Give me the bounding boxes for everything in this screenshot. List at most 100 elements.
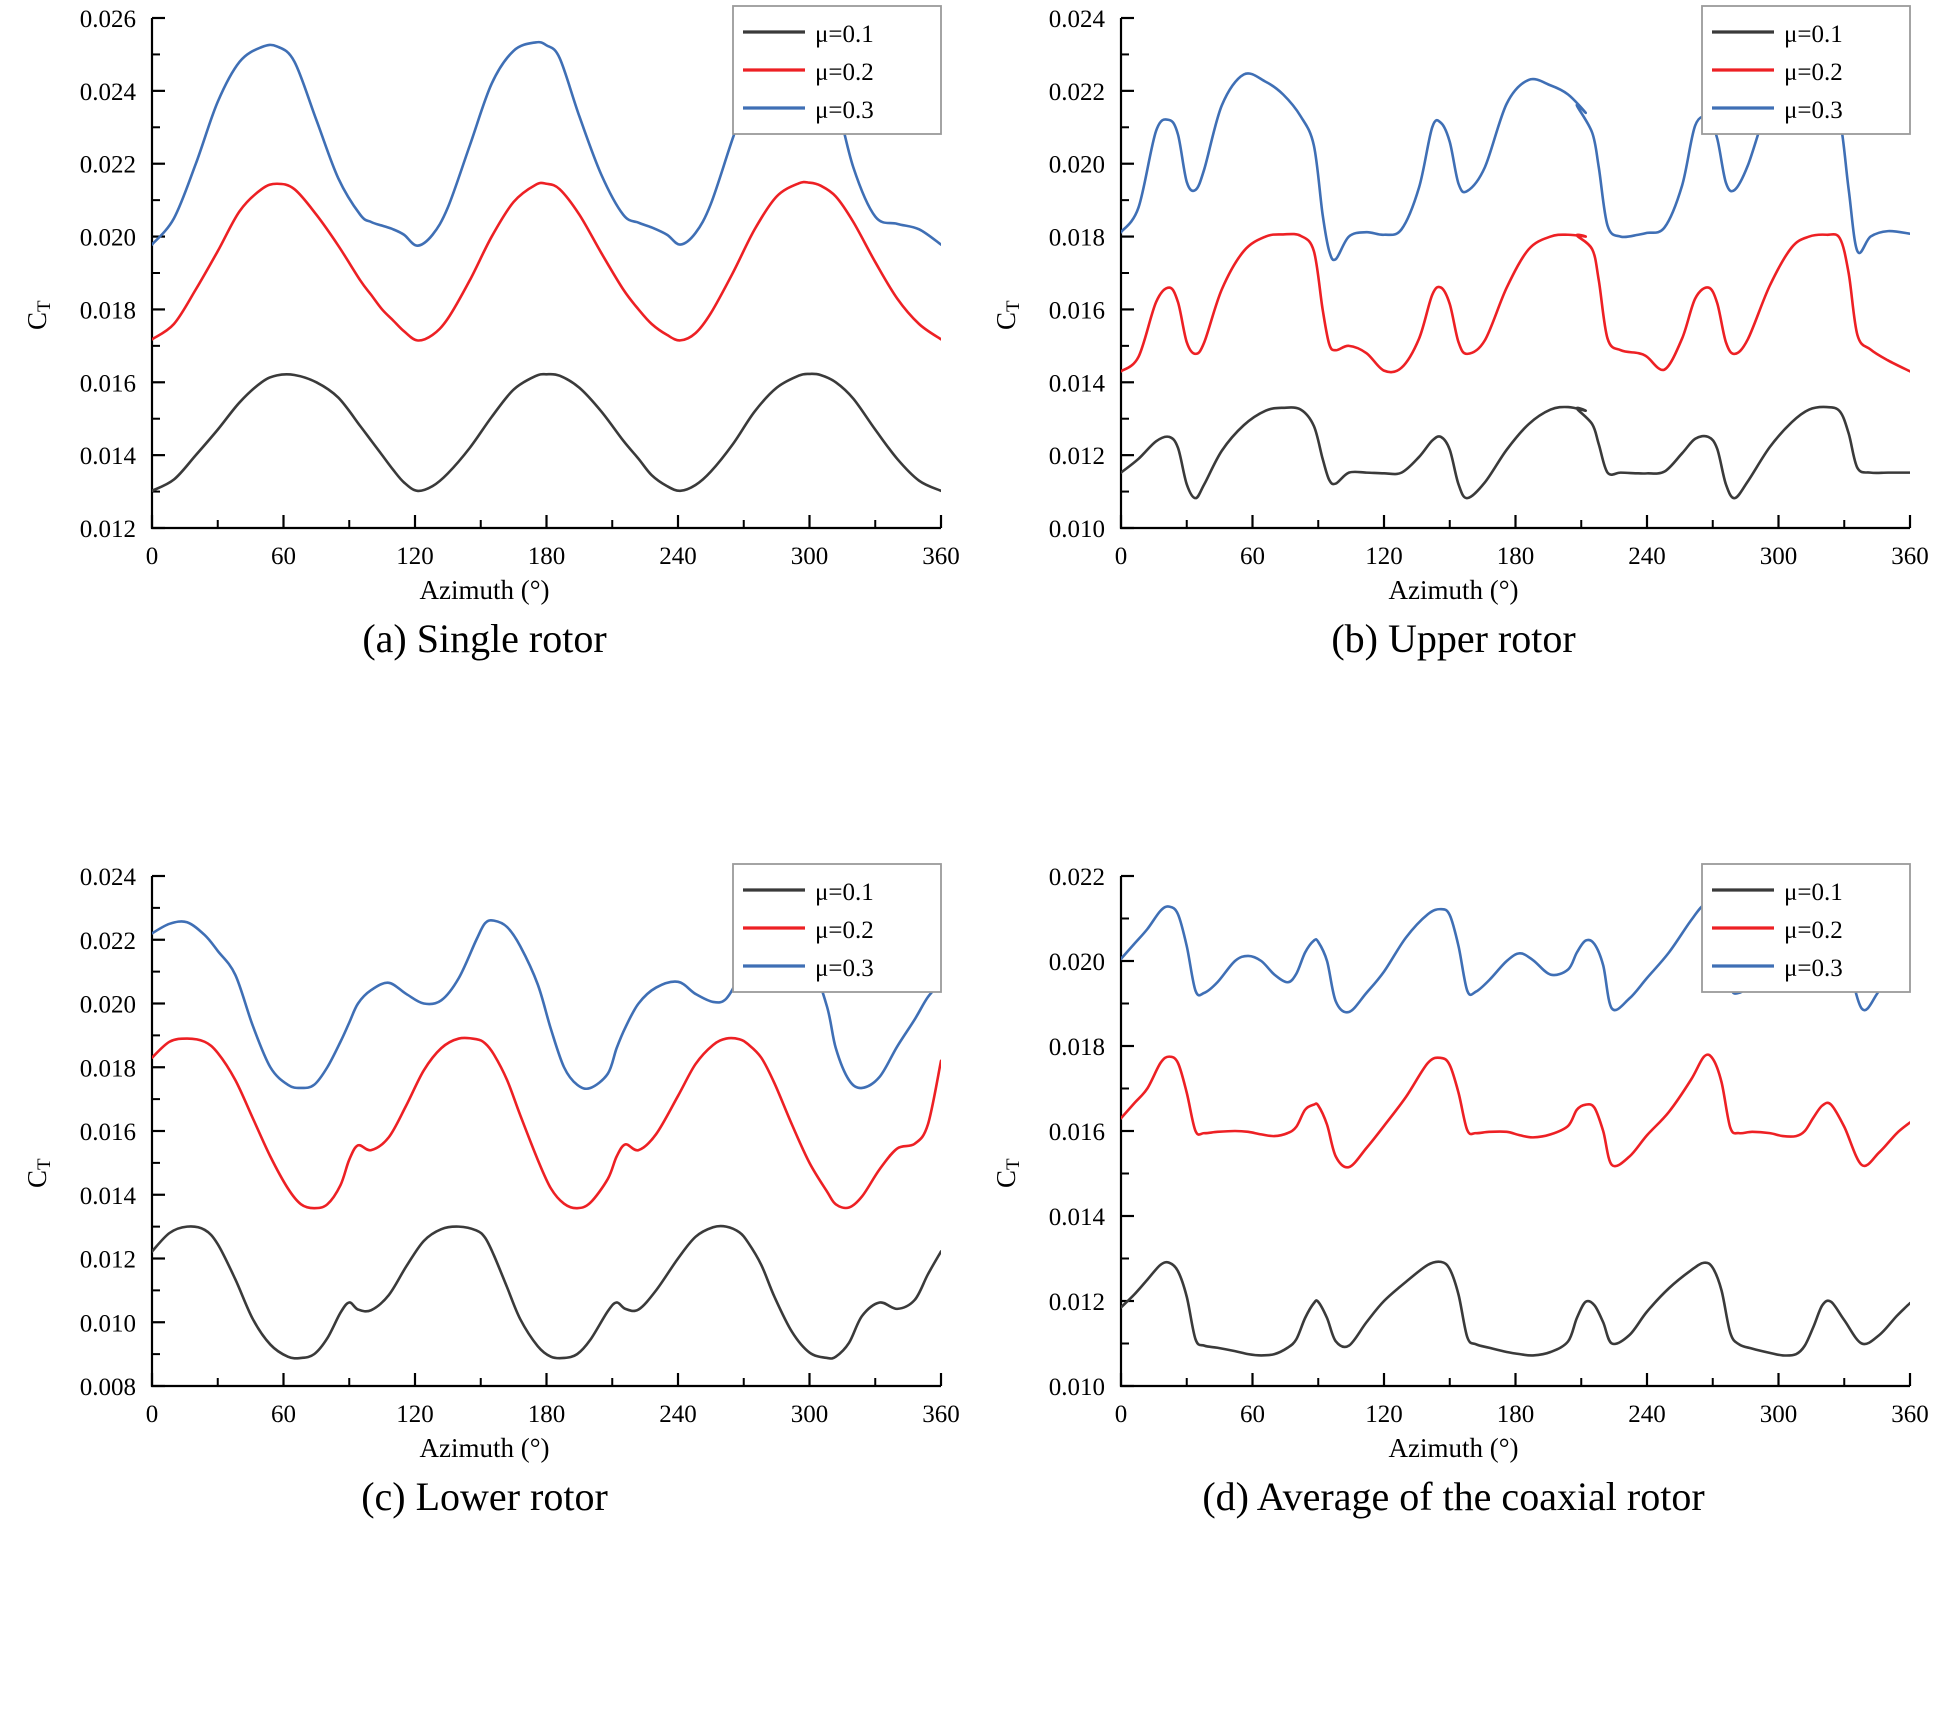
y-tick-label: 0.022 (1049, 864, 1105, 891)
x-tick-label: 0 (1115, 1401, 1128, 1428)
series-line-μ01 (1121, 405, 1910, 500)
legend: μ=0.1 μ=0.2 μ=0.3 (1701, 863, 1911, 993)
y-tick-label: 0.022 (1049, 79, 1105, 106)
panel-d-plot: 0.010 0.012 0.014 0.016 0.018 0.020 0.022 0 60 12… (969, 858, 1938, 1558)
panel-c-plot: 0.008 0.010 0.012 0.014 0.016 0.018 0.020 0.022… (0, 858, 969, 1558)
y-tick-label: 0.024 (80, 864, 137, 891)
panel-a-svg-holder: 0.012 0.014 0.016 0.018 0.020 0.022 0.024 0.026… (0, 0, 969, 700)
panel-c-y-axis-label: CT (22, 1158, 56, 1188)
y-tick-label: 0.016 (1049, 297, 1105, 324)
legend: μ=0.1 μ=0.2 μ=0.3 (732, 863, 942, 993)
legend-label: μ=0.3 (1784, 955, 1843, 982)
y-tick-label: 0.012 (80, 1247, 136, 1274)
legend-label: μ=0.2 (1784, 917, 1843, 944)
x-tick-label: 180 (1497, 1401, 1535, 1428)
x-tick-label: 0 (1115, 543, 1128, 570)
y-tick-label: 0.012 (80, 516, 136, 543)
panel-b-x-axis-label: Azimuth (°) (1388, 575, 1519, 605)
panel-b-plot: 0.010 0.012 0.014 0.016 0.018 0.020 0.022 0.024… (969, 0, 1938, 700)
y-tick-label: 0.010 (1049, 1374, 1105, 1401)
x-tick-label: 360 (922, 1401, 960, 1428)
legend-label: μ=0.2 (815, 59, 874, 86)
x-tick-label: 180 (1497, 543, 1535, 570)
y-tick-label: 0.020 (80, 992, 136, 1019)
x-tick-label: 60 (271, 1401, 296, 1428)
panel-a-y-axis-label: CT (22, 300, 56, 330)
x-tick-label: 360 (922, 543, 960, 570)
legend-label: μ=0.3 (815, 955, 874, 982)
y-tick-label: 0.024 (1049, 6, 1106, 33)
y-tick-label: 0.014 (1049, 370, 1106, 397)
x-tick-label: 360 (1891, 543, 1929, 570)
panel-a-x-axis-label: Azimuth (°) (419, 575, 550, 605)
x-tick-label: 300 (791, 543, 829, 570)
y-tick-label: 0.018 (80, 297, 136, 324)
series-line-μ02 (152, 180, 941, 342)
y-tick-label: 0.020 (1049, 949, 1105, 976)
y-tick-label: 0.022 (80, 152, 136, 179)
y-tick-label: 0.018 (1049, 225, 1105, 252)
panel-d-svg-holder: 0.010 0.012 0.014 0.016 0.018 0.020 0.022 0 60 12… (969, 858, 1938, 1558)
series-line-μ02 (1121, 232, 1910, 374)
y-tick-label: 0.018 (1049, 1034, 1105, 1061)
x-tick-label: 240 (1628, 1401, 1666, 1428)
x-tick-label: 120 (396, 543, 434, 570)
panel-b: 0.010 0.012 0.014 0.016 0.018 0.020 0.022 0.024… (969, 0, 1938, 858)
legend-label: μ=0.3 (1784, 97, 1843, 124)
panel-c-svg-holder: 0.008 0.010 0.012 0.014 0.016 0.018 0.020 0.022… (0, 858, 969, 1558)
series-line-μ02 (1121, 1053, 1910, 1169)
x-tick-label: 120 (396, 1401, 434, 1428)
y-tick-label: 0.020 (80, 225, 136, 252)
y-tick-label: 0.014 (80, 443, 137, 470)
legend: μ=0.1 μ=0.2 μ=0.3 (1701, 5, 1911, 135)
panel-d-y-axis-label: CT (991, 1158, 1025, 1188)
x-tick-label: 60 (1240, 1401, 1265, 1428)
legend-label: μ=0.3 (815, 97, 874, 124)
legend-label: μ=0.1 (815, 879, 874, 906)
panel-a: 0.012 0.014 0.016 0.018 0.020 0.022 0.024 0.026… (0, 0, 969, 858)
x-tick-label: 120 (1365, 1401, 1403, 1428)
panel-b-y-axis-label: CT (991, 300, 1025, 330)
y-tick-label: 0.010 (1049, 516, 1105, 543)
legend-label: μ=0.1 (1784, 21, 1843, 48)
x-tick-label: 360 (1891, 1401, 1929, 1428)
series-line-μ01 (1121, 1260, 1910, 1357)
y-tick-label: 0.016 (80, 1119, 136, 1146)
y-tick-label: 0.018 (80, 1055, 136, 1082)
panel-b-caption: (b) Upper rotor (1331, 616, 1576, 661)
x-tick-label: 240 (659, 1401, 697, 1428)
y-tick-label: 0.010 (80, 1310, 136, 1337)
y-tick-label: 0.024 (80, 79, 137, 106)
x-tick-label: 120 (1365, 543, 1403, 570)
x-tick-label: 240 (1628, 543, 1666, 570)
panel-b-svg-holder: 0.010 0.012 0.014 0.016 0.018 0.020 0.022 0.024… (969, 0, 1938, 700)
y-tick-label: 0.026 (80, 6, 136, 33)
x-tick-label: 180 (528, 1401, 566, 1428)
x-tick-label: 300 (791, 1401, 829, 1428)
y-tick-label: 0.012 (1049, 443, 1105, 470)
x-tick-label: 60 (271, 543, 296, 570)
panel-c-caption: (c) Lower rotor (361, 1474, 608, 1519)
y-tick-label: 0.008 (80, 1374, 136, 1401)
x-tick-label: 180 (528, 543, 566, 570)
series-line-μ01 (152, 372, 941, 493)
panel-d: 0.010 0.012 0.014 0.016 0.018 0.020 0.022 0 60 12… (969, 858, 1938, 1716)
legend-label: μ=0.2 (815, 917, 874, 944)
legend: μ=0.1 μ=0.2 μ=0.3 (732, 5, 942, 135)
y-tick-label: 0.020 (1049, 152, 1105, 179)
legend-label: μ=0.2 (1784, 59, 1843, 86)
y-tick-label: 0.014 (80, 1183, 137, 1210)
x-tick-label: 0 (146, 1401, 159, 1428)
panel-d-x-axis-label: Azimuth (°) (1388, 1433, 1519, 1463)
x-tick-label: 240 (659, 543, 697, 570)
panel-a-plot: 0.012 0.014 0.016 0.018 0.020 0.022 0.024 0.026… (0, 0, 969, 700)
x-tick-label: 300 (1760, 1401, 1798, 1428)
legend-label: μ=0.1 (1784, 879, 1843, 906)
panel-d-caption: (d) Average of the coaxial rotor (1202, 1474, 1705, 1519)
legend-label: μ=0.1 (815, 21, 874, 48)
series-line-μ01 (152, 1224, 941, 1360)
y-tick-label: 0.016 (80, 370, 136, 397)
panel-a-caption: (a) Single rotor (362, 616, 607, 661)
series-line-μ02 (152, 1036, 941, 1210)
x-tick-label: 60 (1240, 543, 1265, 570)
